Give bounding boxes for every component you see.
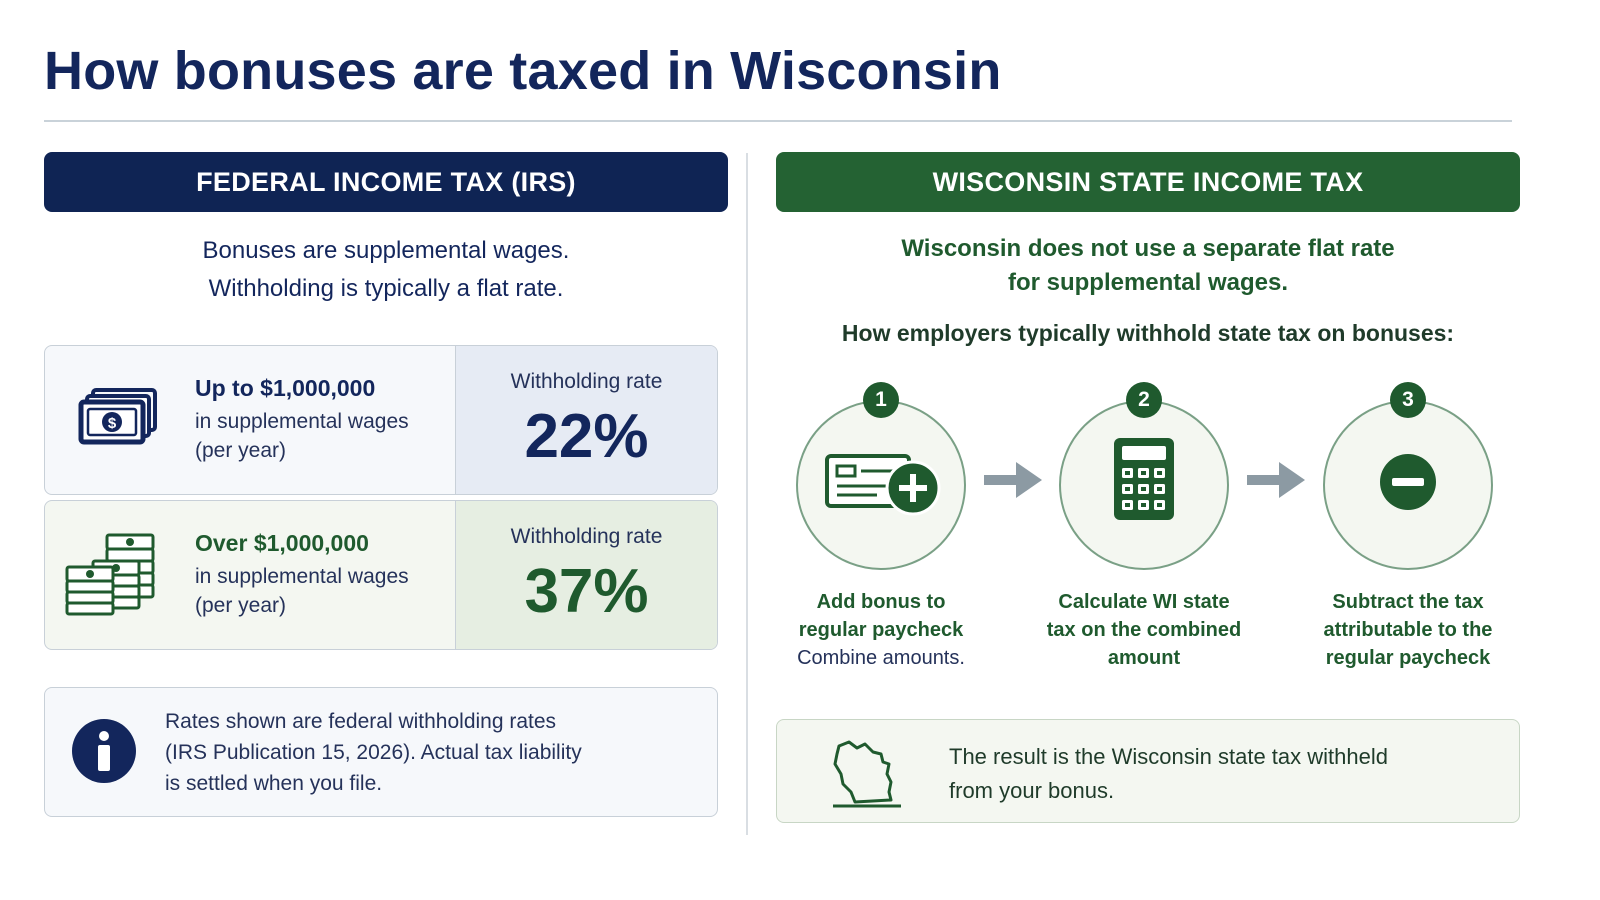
step-sublabel: Combine amounts.: [797, 647, 965, 669]
step-label: Calculate WI state: [1058, 591, 1230, 613]
result-line: The result is the Wisconsin state tax wi…: [949, 744, 1388, 769]
step-label: Subtract the tax: [1332, 591, 1484, 613]
rate-card-standard: $ Up to $1,000,000 in supplemental wages…: [44, 345, 718, 495]
tier-description: in supplemental wages: [195, 565, 409, 588]
federal-note: Rates shown are federal withholding rate…: [44, 687, 718, 817]
arrow-right-icon: [984, 462, 1042, 498]
step-calculate: 2 Calculate WI state tax on the combined…: [1036, 382, 1256, 682]
rate-label: Withholding rate: [510, 370, 663, 393]
tier-description: in supplemental wages: [195, 410, 409, 433]
note-line: (IRS Publication 15, 2026). Actual tax l…: [165, 741, 582, 764]
step-subtract: 3 Subtract the tax attributable to the r…: [1300, 382, 1520, 682]
federal-intro: Bonuses are supplemental wages. Withhold…: [44, 232, 728, 308]
rate-value: 37%: [524, 557, 649, 626]
money-stack-icon: [65, 533, 155, 616]
federal-intro-line: Withholding is typically a flat rate.: [208, 275, 564, 302]
paycheck-plus-icon: [825, 454, 941, 516]
step-number: 3: [1390, 382, 1426, 418]
wisconsin-map-icon: [833, 740, 901, 808]
rate-card-high: Over $1,000,000 in supplemental wages (p…: [44, 500, 718, 650]
wisconsin-intro-line: for supplemental wages.: [1007, 269, 1289, 296]
result-line: from your bonus.: [949, 778, 1115, 803]
federal-heading: FEDERAL INCOME TAX (IRS): [44, 152, 728, 212]
arrow-right-icon: [1247, 462, 1305, 498]
step-label: regular paycheck: [1325, 647, 1491, 669]
note-line: is settled when you file.: [165, 772, 383, 795]
info-icon: [72, 719, 136, 783]
step-label: attributable to the: [1323, 619, 1493, 641]
money-bill-icon: $: [78, 388, 157, 445]
title-divider: [44, 120, 1512, 122]
tier-threshold: Up to $1,000,000: [195, 375, 376, 401]
withholding-steps-heading: How employers typically withhold state t…: [841, 320, 1455, 346]
svg-text:$: $: [108, 415, 117, 432]
tier-threshold: Over $1,000,000: [195, 530, 369, 556]
step-label: regular paycheck: [798, 619, 964, 641]
wisconsin-heading: WISCONSIN STATE INCOME TAX: [776, 152, 1520, 212]
step-label: amount: [1107, 647, 1181, 669]
step-number: 2: [1126, 382, 1162, 418]
calculator-icon: [1114, 438, 1174, 520]
wisconsin-intro-line: Wisconsin does not use a separate flat r…: [901, 235, 1395, 262]
rate-label: Withholding rate: [510, 525, 663, 548]
rate-value: 22%: [524, 402, 649, 471]
page-title: How bonuses are taxed in Wisconsin: [44, 41, 1002, 101]
tier-period: (per year): [195, 594, 287, 617]
step-label: Add bonus to: [816, 591, 946, 613]
note-line: Rates shown are federal withholding rate…: [165, 710, 557, 733]
step-label: tax on the combined: [1046, 619, 1242, 641]
tier-period: (per year): [195, 439, 287, 462]
wisconsin-intro: Wisconsin does not use a separate flat r…: [776, 232, 1520, 300]
step-add-bonus: 1 Add bonus to regular paycheck Combine …: [773, 382, 993, 682]
minus-icon: [1380, 454, 1436, 510]
column-divider: [746, 153, 748, 835]
federal-intro-line: Bonuses are supplemental wages.: [202, 237, 570, 264]
wisconsin-result: The result is the Wisconsin state tax wi…: [776, 719, 1520, 823]
step-number: 1: [863, 382, 899, 418]
